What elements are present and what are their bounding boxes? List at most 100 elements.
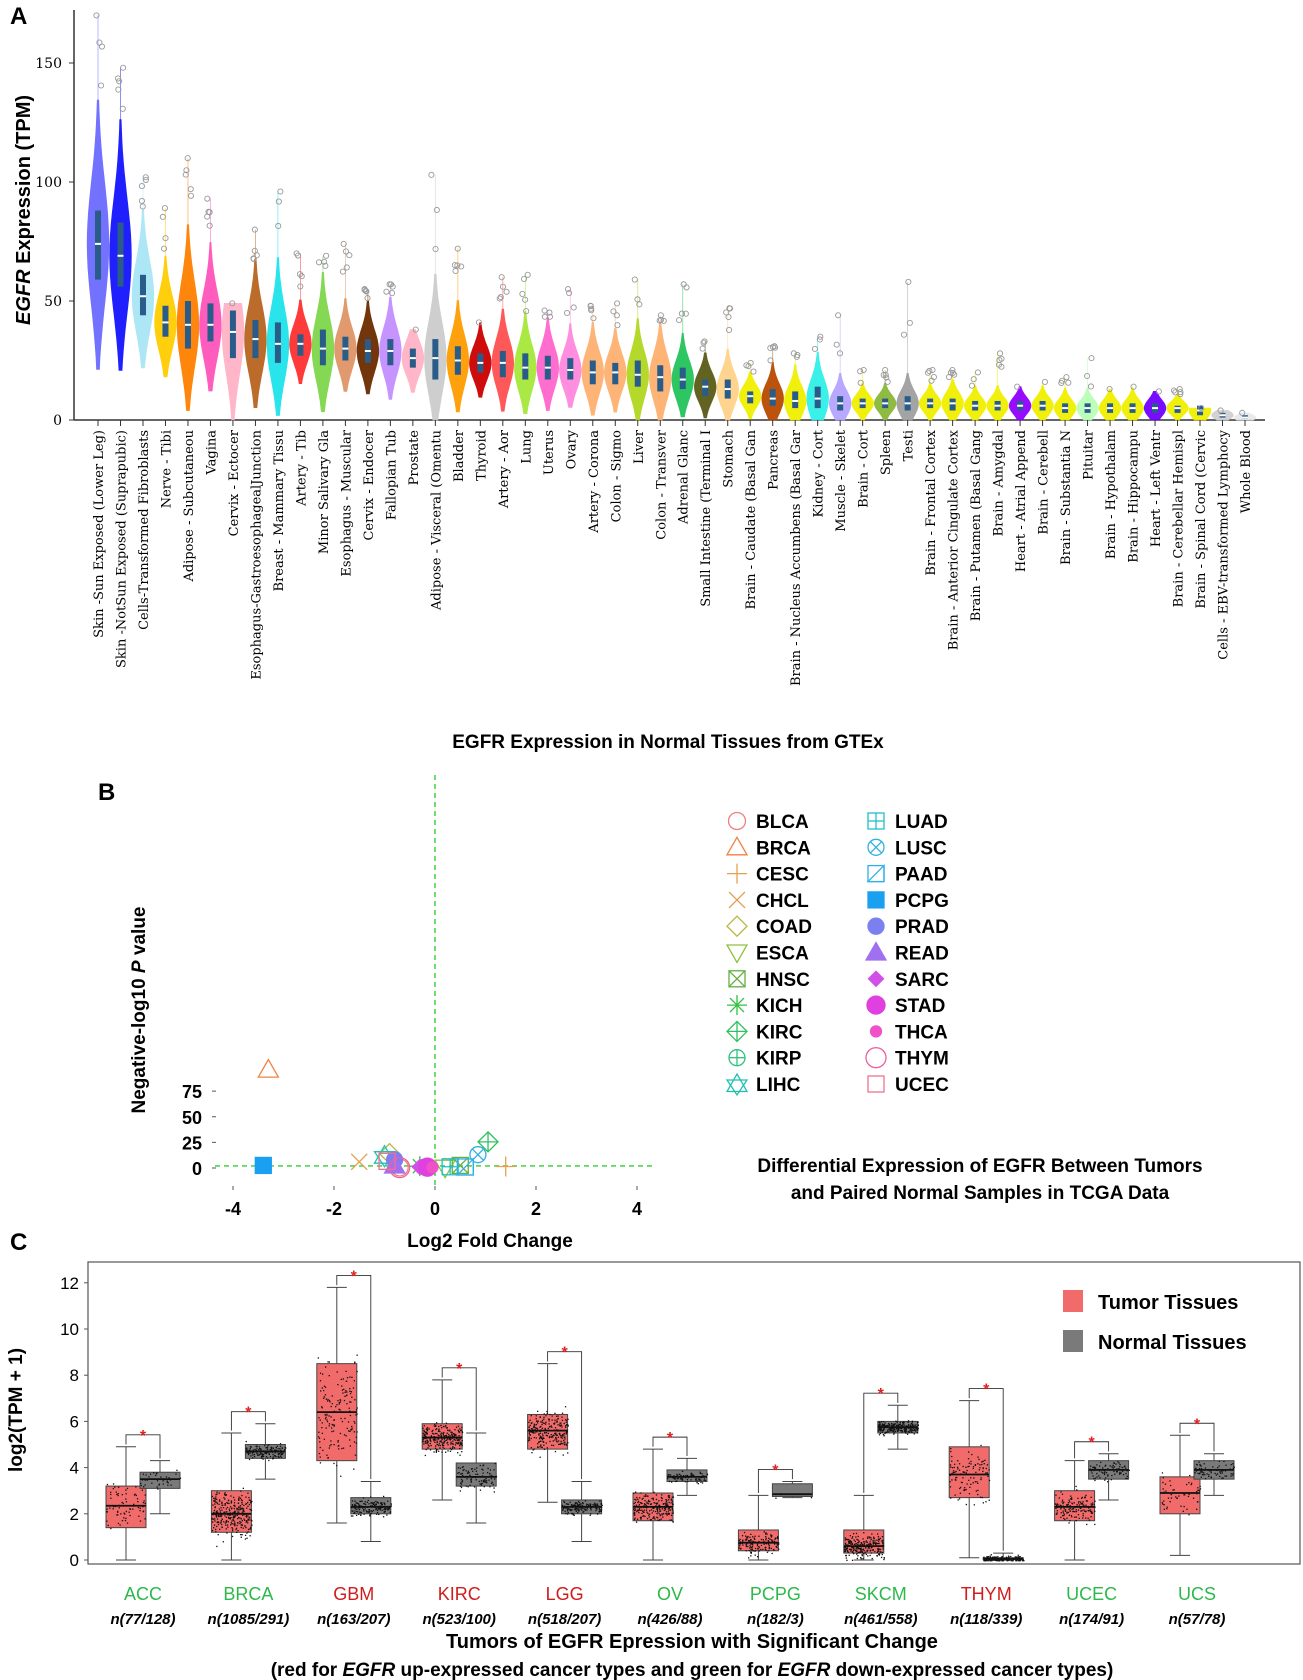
violin-iqr-box	[117, 222, 124, 287]
legend-swatch-normal	[1063, 1330, 1083, 1352]
jitter-point	[246, 1452, 248, 1454]
jitter-point	[442, 1433, 444, 1435]
jitter-point	[250, 1509, 252, 1511]
jitter-point	[1090, 1465, 1092, 1467]
jitter-point	[771, 1552, 773, 1555]
x-tick-label: Esophagus-GastroesophagealJunction	[249, 429, 264, 679]
jitter-point	[443, 1447, 445, 1450]
jitter-point	[912, 1427, 914, 1430]
jitter-point	[1232, 1474, 1234, 1476]
jitter-point	[1196, 1490, 1198, 1493]
jitter-point	[540, 1437, 543, 1439]
jitter-point	[1070, 1495, 1072, 1497]
outlier-point	[1106, 386, 1113, 393]
jitter-point	[660, 1496, 663, 1499]
jitter-point	[356, 1502, 358, 1504]
jitter-point	[673, 1476, 676, 1479]
jitter-point	[1225, 1464, 1227, 1466]
jitter-point	[260, 1452, 262, 1454]
jitter-point	[903, 1421, 905, 1423]
jitter-point	[665, 1504, 668, 1506]
jitter-point	[424, 1442, 427, 1444]
jitter-point	[657, 1511, 659, 1513]
jitter-point	[1002, 1560, 1004, 1562]
jitter-point	[768, 1547, 771, 1549]
jitter-point	[745, 1538, 747, 1540]
jitter-point	[353, 1468, 355, 1470]
jitter-point	[848, 1554, 850, 1556]
jitter-point	[535, 1424, 538, 1426]
jitter-point	[439, 1447, 441, 1449]
jitter-point	[700, 1479, 702, 1481]
jitter-point	[1199, 1464, 1201, 1466]
jitter-point	[430, 1435, 432, 1437]
jitter-point	[649, 1500, 651, 1503]
jitter-point	[853, 1533, 855, 1535]
jitter-point	[484, 1480, 487, 1483]
jitter-point	[367, 1499, 369, 1502]
marker-polygon	[725, 944, 749, 964]
jitter-point	[477, 1473, 479, 1475]
jitter-point	[261, 1456, 263, 1458]
jitter-point	[541, 1423, 543, 1426]
jitter-point	[451, 1434, 453, 1436]
jitter-point	[555, 1432, 557, 1434]
jitter-point	[1066, 1512, 1068, 1514]
jitter-point	[445, 1425, 447, 1427]
jitter-point	[326, 1419, 328, 1421]
jitter-point	[162, 1480, 164, 1482]
jitter-point	[353, 1420, 355, 1423]
jitter-point	[440, 1435, 442, 1437]
x-tick-label: Colon - Transver	[654, 429, 669, 540]
jitter-point	[1081, 1502, 1084, 1505]
outlier-point	[726, 305, 734, 312]
jitter-point	[218, 1503, 220, 1505]
jitter-point	[426, 1442, 428, 1444]
jitter-point	[877, 1536, 880, 1538]
jitter-point	[904, 1426, 906, 1428]
jitter-point	[158, 1483, 161, 1485]
jitter-point	[595, 1504, 597, 1506]
jitter-point	[339, 1399, 341, 1401]
legend-marker-kirc	[726, 1020, 748, 1043]
jitter-point	[1216, 1469, 1218, 1471]
jitter-point	[1064, 1510, 1067, 1512]
violin-iqr-box	[747, 391, 754, 404]
jitter-point	[765, 1533, 767, 1535]
jitter-point	[379, 1505, 381, 1507]
jitter-point	[905, 1429, 907, 1432]
jitter-point	[444, 1426, 446, 1428]
jitter-point	[233, 1504, 235, 1507]
jitter-point	[650, 1503, 653, 1505]
jitter-point	[599, 1500, 601, 1502]
category-label-gbm: GBM	[333, 1584, 374, 1604]
legend-label-tumor: Tumor Tissues	[1098, 1292, 1238, 1314]
jitter-point	[1172, 1489, 1174, 1491]
jitter-point	[664, 1509, 666, 1511]
jitter-point	[1085, 1504, 1087, 1506]
jitter-point	[676, 1477, 678, 1480]
jitter-point	[551, 1426, 553, 1428]
jitter-point	[552, 1436, 554, 1438]
jitter-point	[860, 1545, 862, 1547]
jitter-point	[221, 1501, 223, 1503]
jitter-point	[853, 1539, 855, 1541]
jitter-point	[742, 1540, 744, 1542]
jitter-point	[642, 1505, 645, 1507]
jitter-point	[668, 1513, 670, 1515]
jitter-point	[956, 1476, 958, 1479]
jitter-point	[890, 1428, 892, 1430]
jitter-point	[360, 1511, 362, 1514]
jitter-point	[1001, 1560, 1003, 1562]
jitter-point	[665, 1513, 667, 1515]
jitter-point	[577, 1512, 579, 1514]
jitter-point	[985, 1501, 987, 1503]
jitter-point	[106, 1483, 109, 1486]
jitter-point	[1069, 1507, 1071, 1510]
jitter-point	[234, 1499, 236, 1501]
jitter-point	[241, 1524, 243, 1526]
jitter-point	[977, 1493, 979, 1496]
jitter-point	[445, 1427, 448, 1429]
jitter-point	[988, 1559, 991, 1561]
jitter-point	[156, 1480, 159, 1482]
